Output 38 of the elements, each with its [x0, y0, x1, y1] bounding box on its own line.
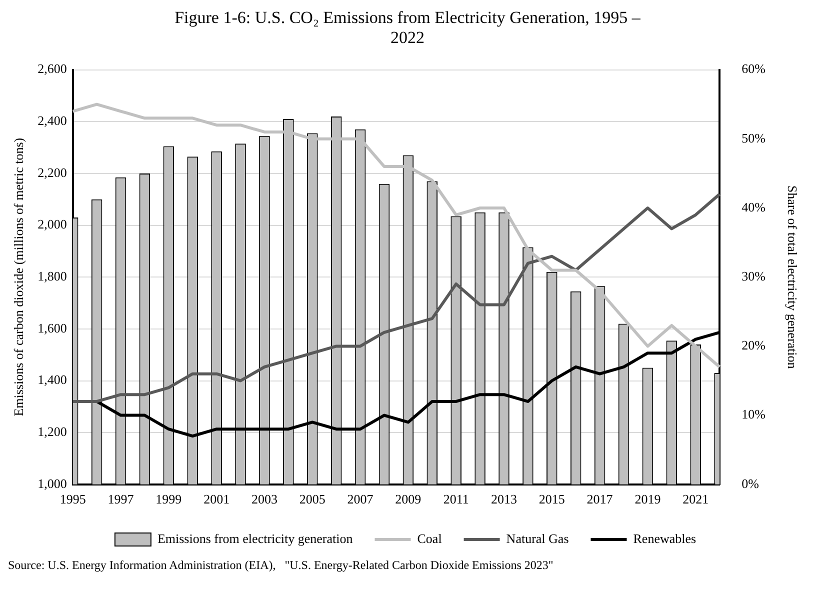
x-tick-label: 1997 — [108, 492, 134, 507]
x-tick-label: 2005 — [299, 492, 326, 507]
y2-tick-label: 20% — [742, 338, 766, 353]
y-tick-label: 1,200 — [38, 424, 67, 439]
y-tick-label: 2,200 — [38, 164, 67, 180]
x-tick-label: 1995 — [60, 492, 86, 507]
x-tick-label: 2001 — [204, 492, 230, 507]
y2-tick-label: 40% — [742, 199, 766, 214]
legend-label: Emissions from electricity generation — [157, 530, 354, 546]
chart-title: Figure 1-6: U.S. CO₂ Emissions from Electricity Generation, 1995 – 2022 — [174, 8, 642, 48]
y-tick-label: 1,600 — [38, 320, 67, 336]
x-tick-label: 2011 — [443, 492, 469, 507]
x-tick-label: 2021 — [682, 492, 709, 507]
source-note: Source: U.S. Energy Information Administration (EIA), "U.S. Energy-Related Carbon Dioxide Emissions 2023" — [8, 558, 554, 573]
y-tick-label: 2,400 — [38, 113, 67, 128]
legend-label: Coal — [417, 530, 442, 546]
legend-label: Natural Gas — [506, 530, 569, 546]
y-tick-label: 1,800 — [38, 268, 67, 284]
y2-tick-label: 10% — [742, 406, 766, 422]
x-tick-label: 2019 — [634, 492, 661, 507]
x-tick-label: 2013 — [490, 492, 517, 507]
x-tick-label: 2007 — [347, 492, 374, 507]
y-tick-label: 1,000 — [38, 476, 67, 491]
x-tick-label: 2009 — [395, 492, 422, 507]
y2-tick-label: 60% — [742, 61, 766, 76]
x-tick-label: 2003 — [251, 492, 278, 507]
y-tick-label: 2,600 — [38, 61, 67, 76]
y-axis-title: Emissions of carbon dioxide (millions of metric tons) — [11, 138, 26, 416]
legend-label: Renewables — [633, 530, 696, 546]
y2-tick-label: 30% — [742, 268, 766, 284]
y2-axis-title: Share of total electricity generation — [784, 185, 800, 370]
x-tick-label: 2017 — [586, 492, 614, 507]
y-tick-label: 1,400 — [38, 372, 67, 388]
y2-tick-label: 0% — [742, 476, 760, 491]
x-tick-label: 2015 — [538, 492, 565, 507]
y-tick-label: 2,000 — [38, 216, 67, 232]
x-tick-label: 1999 — [156, 492, 182, 507]
y2-tick-label: 50% — [742, 130, 766, 146]
